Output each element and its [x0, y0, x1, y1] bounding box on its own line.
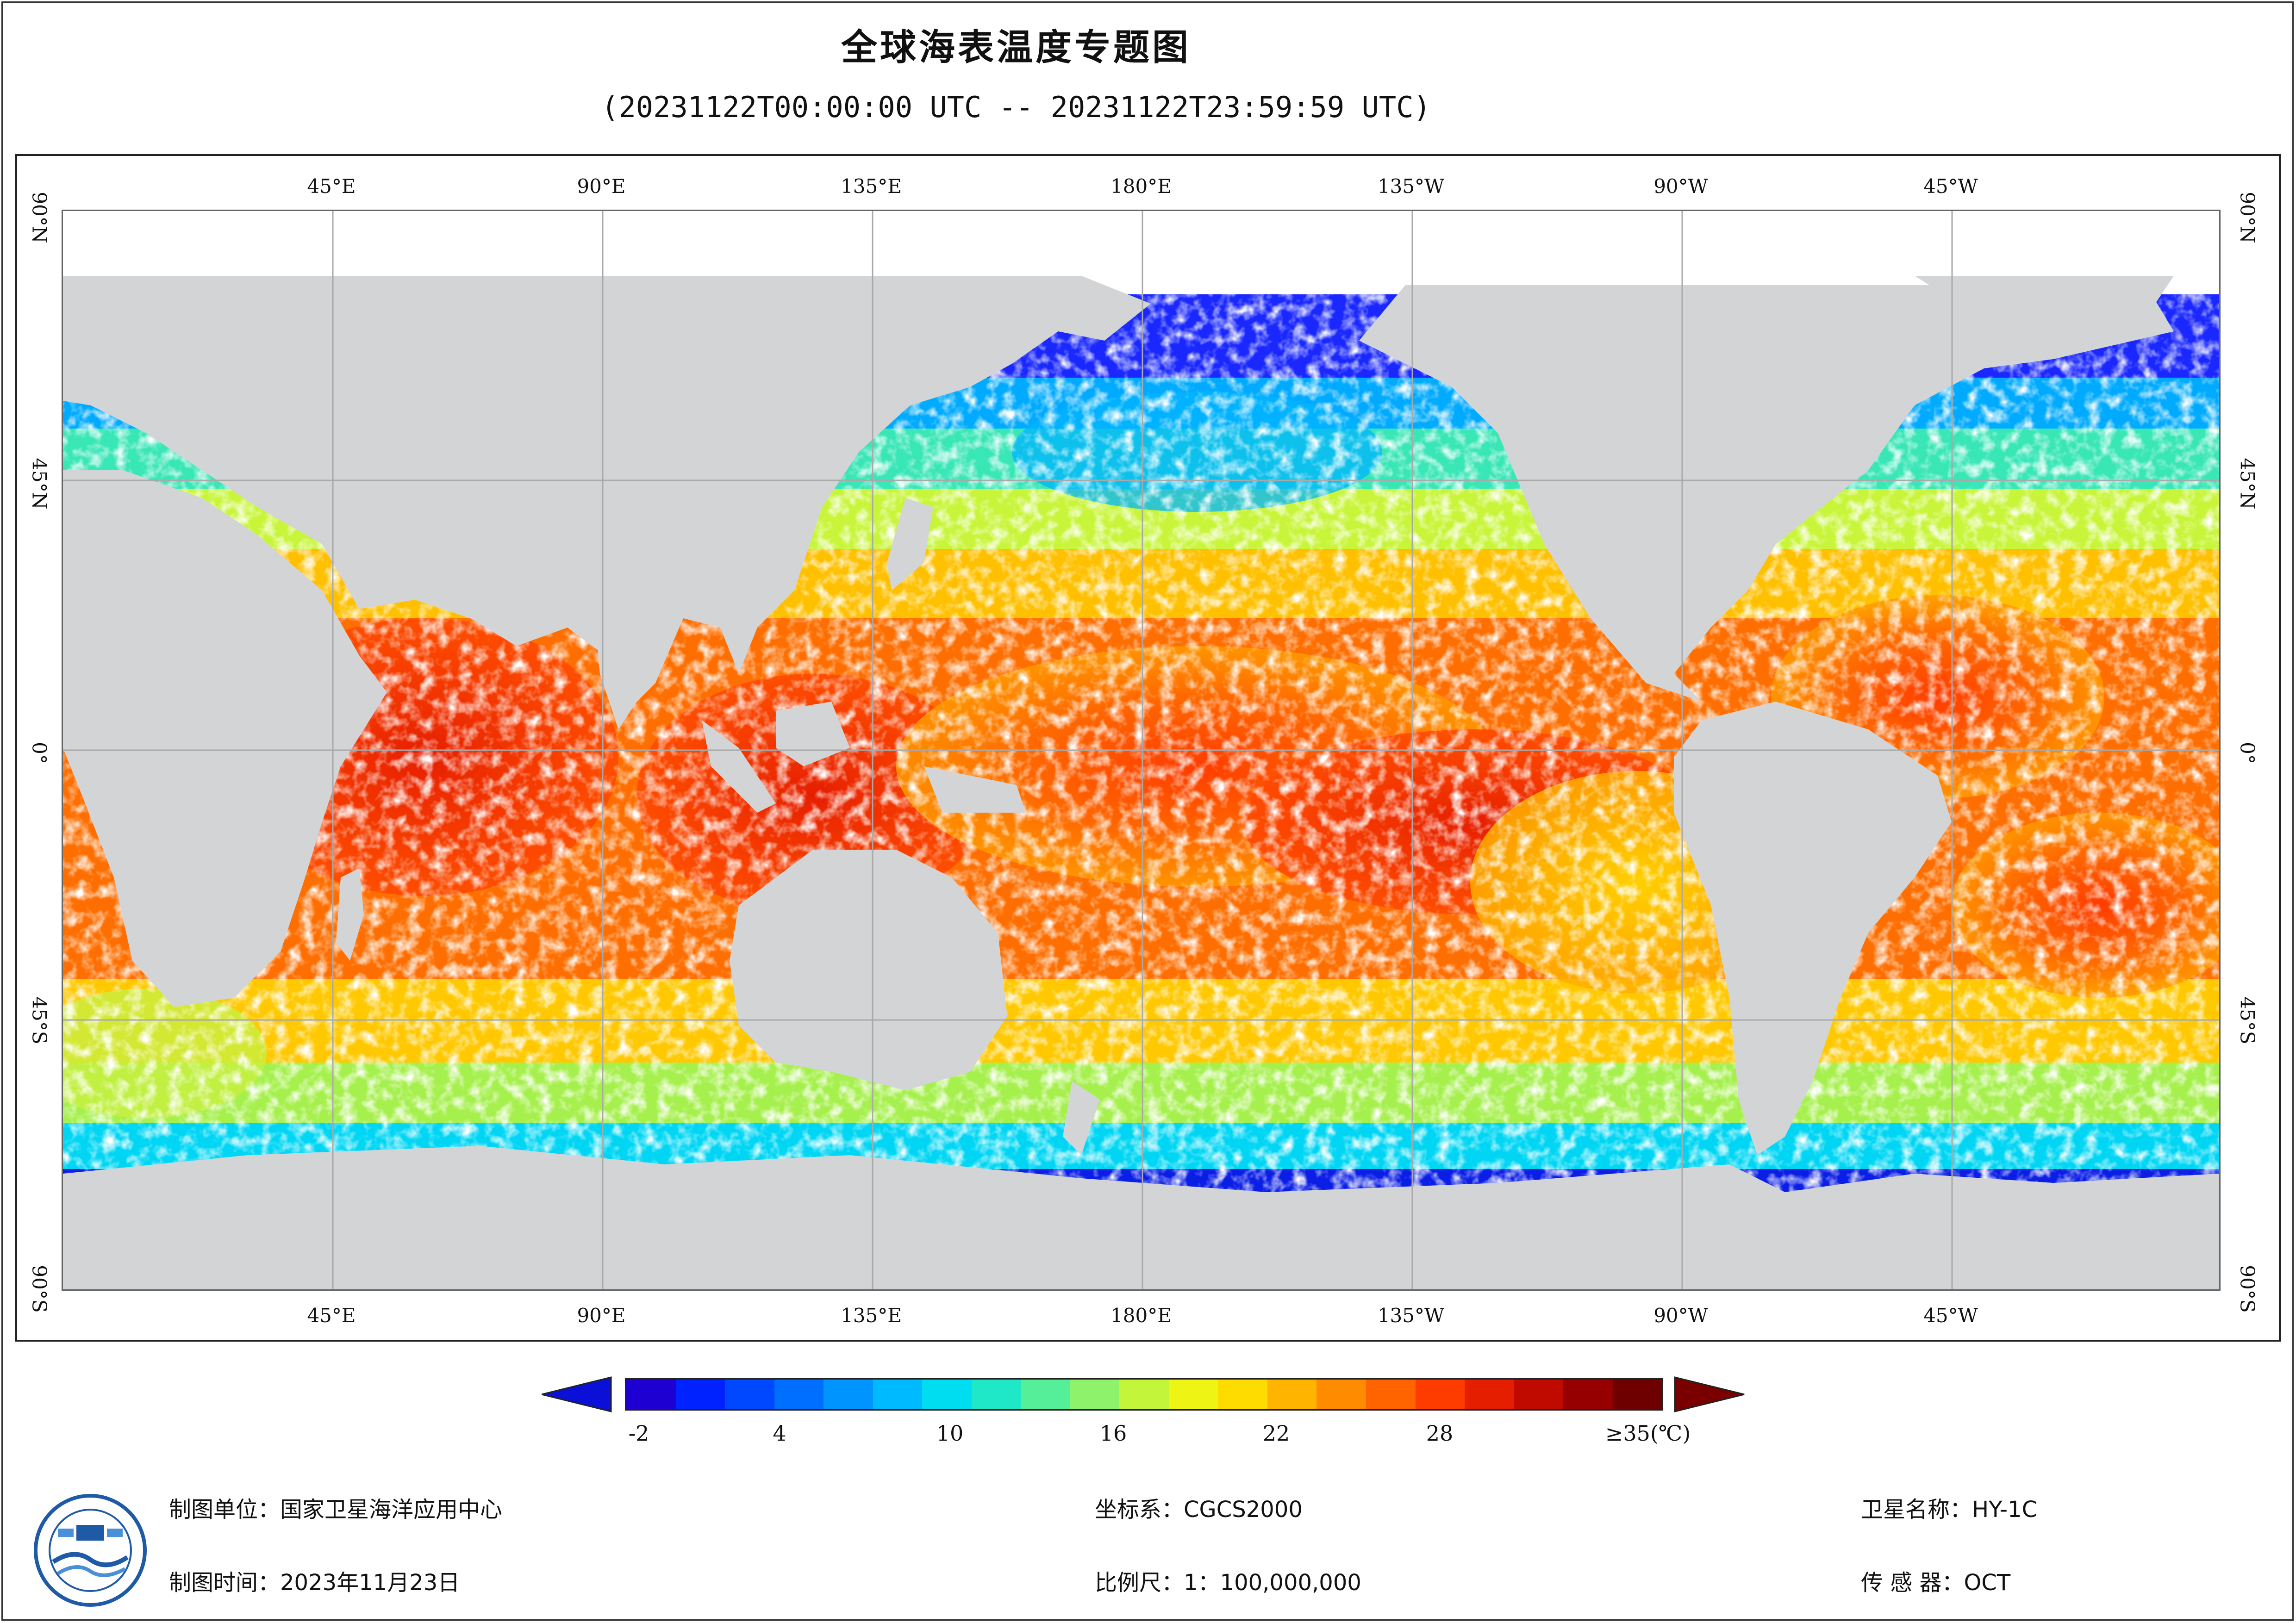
- colorbar-arrows: [542, 1376, 1745, 1412]
- colorbar-tick-neg2: -2: [628, 1421, 649, 1446]
- map-frame: [15, 154, 2281, 1342]
- colorbar-tick-16: 16: [1099, 1421, 1127, 1446]
- colorbar-swatch: [1612, 1380, 1662, 1409]
- satellite-label: 卫星名称：HY-1C: [1861, 1497, 2038, 1523]
- land-india: [595, 628, 655, 729]
- lon-label-135e: 135°E: [841, 175, 902, 198]
- lon-label-135w-bottom: 135°W: [1377, 1304, 1445, 1327]
- land-africa: [63, 470, 387, 1007]
- colorbar-swatch: [1267, 1380, 1317, 1409]
- land-new-guinea: [924, 766, 1026, 813]
- colorbar-swatch: [1218, 1380, 1267, 1409]
- lon-label-180e-bottom: 180°E: [1111, 1304, 1172, 1327]
- sensor-label: 传 感 器：OCT: [1861, 1570, 2011, 1596]
- time-range-subtitle: (20231122T00:00:00 UTC -- 20231122T23:59…: [601, 90, 1431, 124]
- colorbar-swatch: [1514, 1380, 1564, 1409]
- lon-label-45e: 45°E: [307, 175, 356, 198]
- lon-label-90w-bottom: 90°W: [1653, 1304, 1708, 1327]
- land-eurasia: [63, 276, 1151, 711]
- colorbar-swatch: [1021, 1380, 1070, 1409]
- land-north-america: [1359, 285, 2174, 702]
- lon-label-45e-bottom: 45°E: [307, 1304, 356, 1327]
- lon-label-90w: 90°W: [1653, 175, 1708, 198]
- colorbar-swatch: [922, 1380, 972, 1409]
- lat-label-45s-right: 45°S: [2236, 996, 2259, 1045]
- lat-label-45n-right: 45°N: [2236, 458, 2259, 510]
- land-japan: [887, 498, 933, 591]
- lon-label-90e: 90°E: [577, 175, 626, 198]
- colorbar-tick-28: 28: [1426, 1421, 1454, 1446]
- land-south-america: [1674, 702, 1952, 1155]
- lat-label-90n-right: 90°N: [2236, 192, 2259, 243]
- nsoas-logo-icon: [34, 1494, 147, 1607]
- colorbar-swatch: [626, 1380, 676, 1409]
- scale-label: 比例尺：1：100,000,000: [1095, 1570, 1361, 1596]
- lat-label-45s: 45°S: [28, 996, 51, 1045]
- colorbar-tick-35: ≥35(℃): [1605, 1421, 1691, 1446]
- colorbar-swatch: [1070, 1380, 1120, 1409]
- lat-label-90s: 90°S: [28, 1265, 51, 1313]
- lon-label-180e: 180°E: [1111, 175, 1172, 198]
- colorbar-tick-10: 10: [936, 1421, 964, 1446]
- coordinate-system-label: 坐标系：CGCS2000: [1095, 1497, 1303, 1523]
- sst-map: [62, 210, 2221, 1291]
- colorbar-swatch: [1168, 1380, 1218, 1409]
- lon-label-45w: 45°W: [1923, 175, 1978, 198]
- land-sumatra: [702, 720, 776, 813]
- map-title: 全球海表温度专题图: [841, 27, 1191, 68]
- land-australia: [730, 850, 1007, 1090]
- colorbar-swatch: [1415, 1380, 1465, 1409]
- lon-label-90e-bottom: 90°E: [577, 1304, 626, 1327]
- lat-label-0: 0°: [28, 742, 51, 764]
- lat-label-45n: 45°N: [28, 458, 51, 510]
- land-madagascar: [336, 868, 364, 961]
- lon-label-45w-bottom: 45°W: [1923, 1304, 1978, 1327]
- colorbar-swatch: [1366, 1380, 1416, 1409]
- production-date-label: 制图时间：2023年11月23日: [169, 1570, 460, 1596]
- lon-label-135w: 135°W: [1377, 175, 1445, 198]
- triangle-right-icon: [1674, 1376, 1745, 1412]
- colorbar-swatch: [675, 1380, 725, 1409]
- lat-label-0-right: 0°: [2236, 742, 2259, 764]
- land-new-zealand: [1063, 1081, 1100, 1155]
- graticule: [63, 211, 2219, 1289]
- colorbar-swatch: [1465, 1380, 1514, 1409]
- colorbar-swatch: [971, 1380, 1021, 1409]
- colorbar-swatch: [873, 1380, 923, 1409]
- colorbar-swatch: [1563, 1380, 1613, 1409]
- colorbar-tick-22: 22: [1262, 1421, 1290, 1446]
- sst-map-canvas: [63, 211, 2219, 1289]
- colorbar-swatch: [824, 1380, 873, 1409]
- lat-label-90s-right: 90°S: [2236, 1265, 2259, 1313]
- lon-label-135e-bottom: 135°E: [841, 1304, 902, 1327]
- colorbar-swatch: [774, 1380, 824, 1409]
- producer-label: 制图单位：国家卫星海洋应用中心: [169, 1497, 503, 1523]
- colorbar-swatch: [725, 1380, 774, 1409]
- lat-label-90n: 90°N: [28, 192, 51, 243]
- land-greenland: [1915, 276, 2174, 359]
- colorbar-swatch: [1119, 1380, 1169, 1409]
- colorbar-swatch: [1316, 1380, 1366, 1409]
- colorbar-tick-4: 4: [773, 1421, 786, 1446]
- triangle-left-icon: [542, 1376, 612, 1412]
- colorbar: [625, 1378, 1663, 1411]
